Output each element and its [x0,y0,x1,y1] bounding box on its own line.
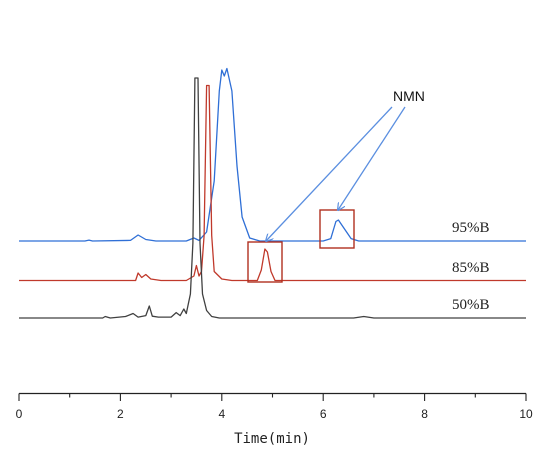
nmn-arrow-to-95b [338,106,406,210]
series-label: 50%B [452,297,490,313]
series-label: 85%B [452,260,490,276]
x-tick-label: 8 [421,407,428,421]
series-label: 95%B [452,220,490,236]
trace-85pct-b [19,84,526,282]
trace-50pct-b [19,77,526,319]
x-tick-label: 2 [117,407,124,421]
x-tick-label: 6 [320,407,327,421]
series-label-group: 95%B 85%B 50%B [452,220,490,313]
x-tick-label: 4 [218,407,225,421]
x-tick-label: 0 [16,407,23,421]
x-tick-group: 0 2 4 6 8 10 [16,393,533,421]
nmn-highlight-box-95b [319,209,355,249]
nmn-highlight-box-85b [247,241,283,283]
trace-95pct-b [19,67,526,242]
nmn-annotation-label: NMN [393,88,425,104]
x-axis-title: Time(min) [234,431,310,447]
x-tick-label: 10 [519,407,533,421]
trace-group [19,67,526,319]
nmn-arrow-to-85b [266,106,393,241]
